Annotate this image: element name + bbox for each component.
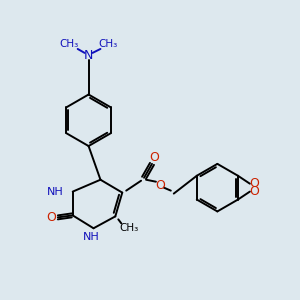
Text: O: O	[46, 211, 56, 224]
Text: O: O	[249, 185, 259, 198]
Text: N: N	[84, 50, 93, 62]
Text: NH: NH	[83, 232, 100, 242]
Text: NH: NH	[47, 187, 64, 196]
Text: O: O	[155, 179, 165, 192]
Text: O: O	[149, 152, 159, 164]
Text: CH₃: CH₃	[59, 39, 78, 49]
Text: CH₃: CH₃	[120, 223, 139, 233]
Text: CH₃: CH₃	[99, 39, 118, 49]
Text: O: O	[249, 177, 259, 190]
